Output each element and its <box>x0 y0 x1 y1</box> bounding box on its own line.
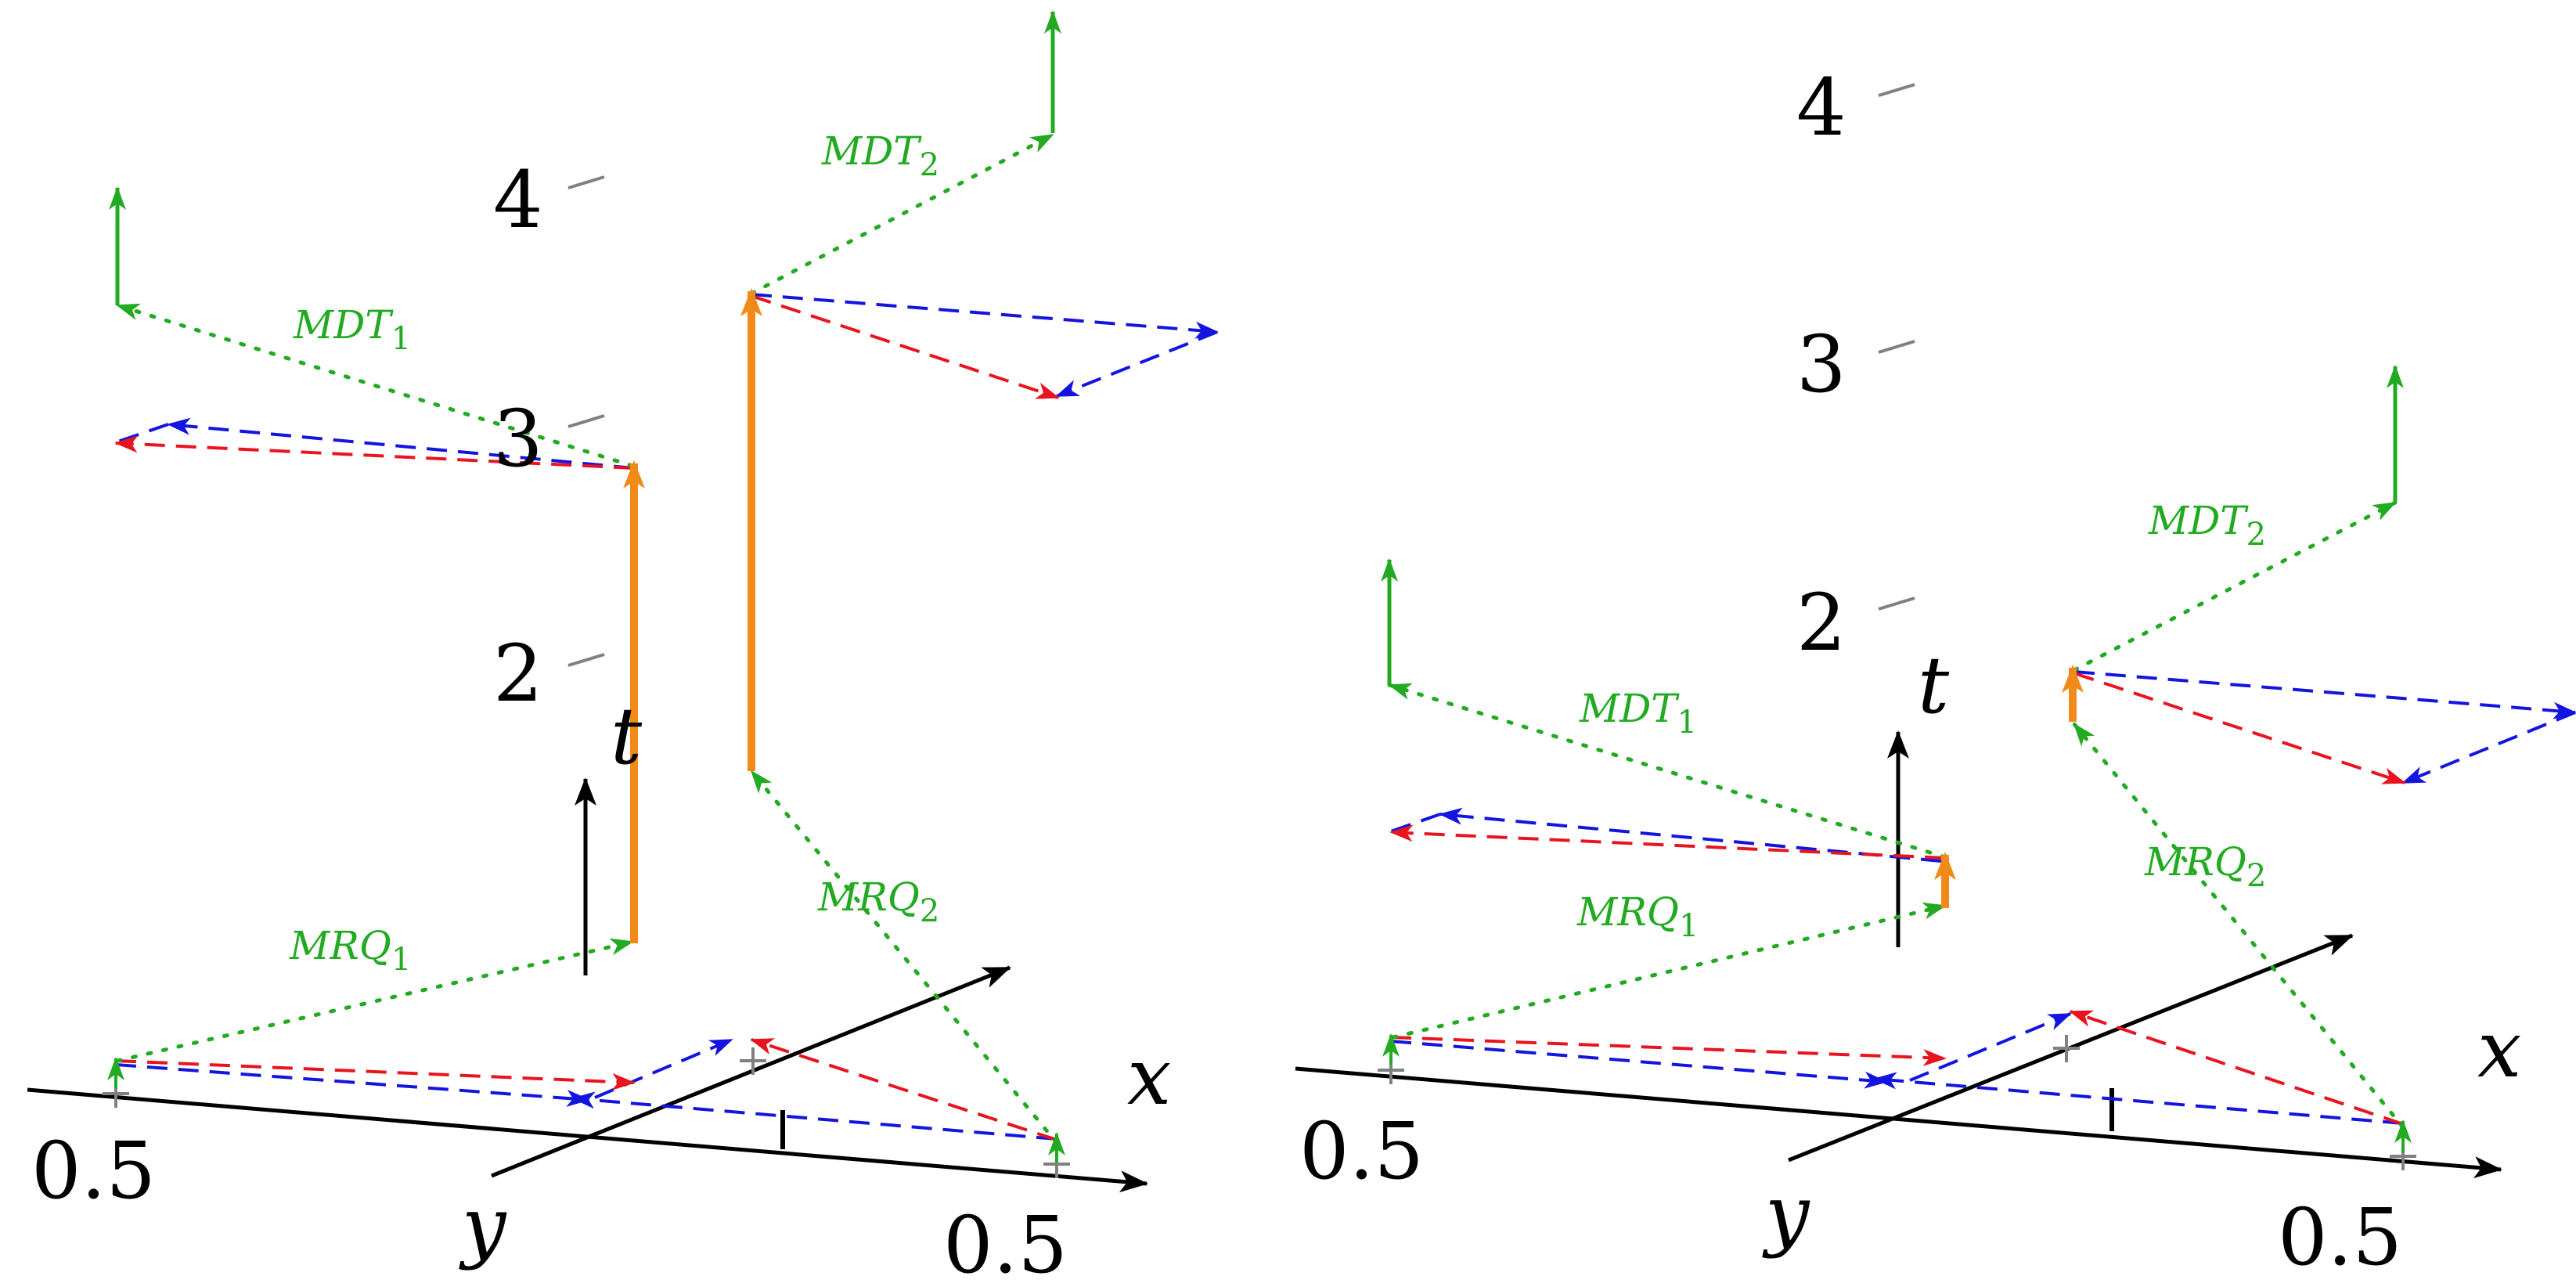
x-axis-label: x <box>2477 1004 2521 1095</box>
x-axis-line <box>1295 1066 2502 1179</box>
mdt1-label: MDT1 <box>1579 686 1697 741</box>
t-tick-3-label: 3 <box>493 393 543 485</box>
green-dotted-paths <box>115 132 1059 1145</box>
t-tick-2-label: 2 <box>1796 577 1846 669</box>
blue-paths <box>115 293 1219 1141</box>
mdt1-label: MDT1 <box>293 302 411 357</box>
t-tick-2-label: 2 <box>493 628 543 719</box>
y-axis-label: y <box>459 1180 507 1271</box>
mrq2-label: MRQ2 <box>817 874 939 929</box>
blue-paths <box>1390 670 2576 1125</box>
x-tick-left-label: 0.5 <box>1299 1105 1424 1197</box>
mrq2-label: MRQ2 <box>2144 839 2266 894</box>
y-axis-line <box>491 965 1011 1178</box>
t-tick-marks <box>567 175 605 667</box>
x-tick-right-label: 0.5 <box>943 1199 1068 1287</box>
t-tick-3-label: 3 <box>1796 319 1846 410</box>
t-tick-marks <box>1878 83 1915 611</box>
x-axis-label: x <box>1127 1031 1171 1123</box>
t-axis-label: t <box>611 690 643 782</box>
green-base-arrows <box>107 1057 1065 1163</box>
green-mdt-arrows <box>109 10 1061 305</box>
green-dotted-paths <box>1387 500 2405 1130</box>
t-tick-4-label: 4 <box>1796 62 1846 153</box>
mrq1-label: MRQ1 <box>1576 889 1699 944</box>
mrq1-label: MRQ1 <box>289 923 411 978</box>
mdt2-label: MDT2 <box>821 128 939 183</box>
panel-1: 0.5 0.5 x y t 2 3 4 MRQ1 MRQ2 MDT1 MDT2 <box>27 10 1219 1287</box>
green-base-arrows <box>1382 1033 2412 1152</box>
green-mdt-arrows <box>1381 365 2404 685</box>
red-paths <box>1389 672 2406 1126</box>
panel-2: 0.5 0.5 x y t 2 3 4 MRQ1 MRQ2 MDT1 MDT2 <box>1295 62 2576 1283</box>
orange-wait-arrows <box>1934 665 2084 908</box>
red-paths <box>114 294 1060 1141</box>
x-tick-right-label: 0.5 <box>2278 1191 2402 1283</box>
t-tick-4-label: 4 <box>493 154 543 246</box>
y-axis-label: y <box>1762 1168 1810 1260</box>
orange-wait-arrows <box>623 288 762 943</box>
t-axis-label: t <box>1918 640 1950 731</box>
mdt2-label: MDT2 <box>2148 498 2266 553</box>
x-tick-left-label: 0.5 <box>31 1125 156 1217</box>
